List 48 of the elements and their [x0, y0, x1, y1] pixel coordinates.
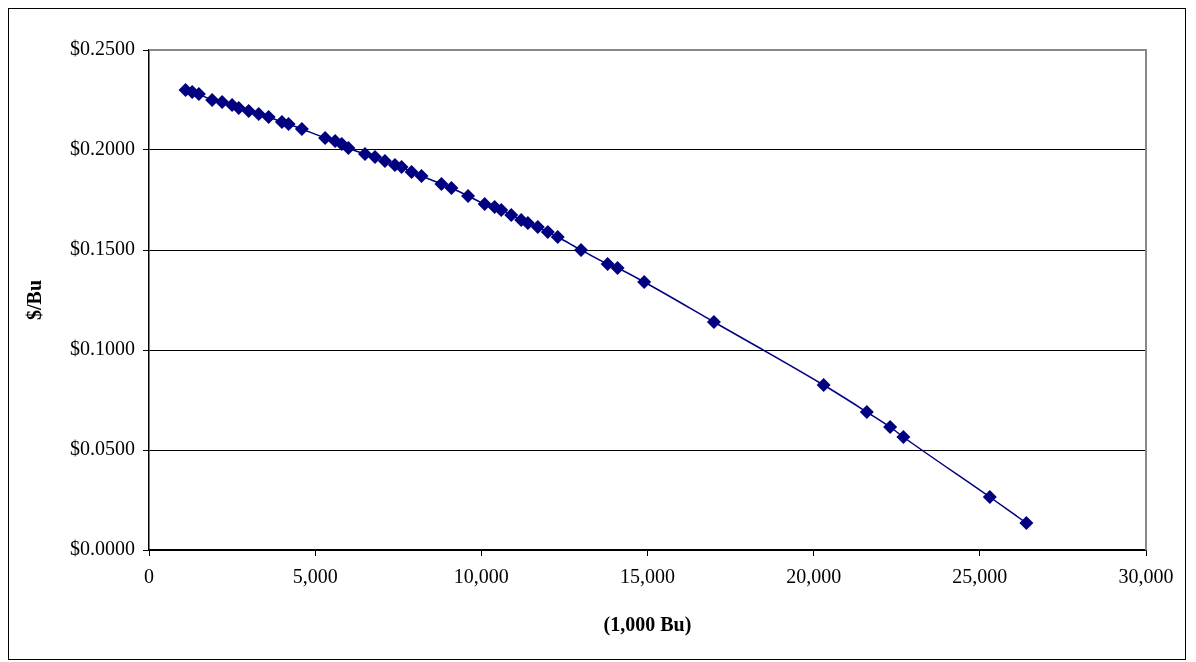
x-axis-title: (1,000 Bu) — [603, 613, 692, 637]
point — [550, 230, 565, 244]
point — [358, 147, 373, 161]
x-tick-label: 10,000 — [453, 565, 509, 588]
point — [261, 110, 276, 124]
point — [444, 181, 459, 195]
x-tick-label: 0 — [144, 565, 154, 588]
point — [859, 405, 874, 419]
y-tick-label: $0.0500 — [70, 437, 135, 460]
point — [461, 189, 476, 203]
y-axis-title: $/Bu — [23, 279, 46, 321]
point — [294, 122, 309, 136]
x-tick-label: 30,000 — [1118, 565, 1174, 588]
point — [504, 208, 519, 222]
point — [1019, 516, 1034, 530]
point — [574, 243, 589, 257]
y-tick-label: $0.1000 — [70, 337, 135, 360]
point — [982, 490, 997, 504]
point — [637, 275, 652, 289]
point — [816, 378, 831, 392]
y-tick-label: $0.2500 — [70, 37, 135, 60]
x-tick-label: 20,000 — [786, 565, 842, 588]
point — [706, 315, 721, 329]
point — [610, 261, 625, 275]
point — [477, 197, 492, 211]
point — [341, 141, 356, 155]
x-tick-label: 25,000 — [952, 565, 1008, 588]
point — [530, 220, 545, 234]
point — [377, 154, 392, 168]
point — [318, 131, 333, 145]
y-tick-label: $0.2000 — [70, 137, 135, 160]
point — [600, 257, 615, 271]
point — [251, 107, 266, 121]
point — [434, 177, 449, 191]
point — [367, 150, 382, 164]
point — [404, 165, 419, 179]
point — [205, 93, 220, 107]
x-tick-label: 5,000 — [292, 565, 338, 588]
point — [883, 420, 898, 434]
y-tick-label: $0.0000 — [70, 537, 135, 560]
point — [896, 430, 911, 444]
point — [215, 95, 230, 109]
point — [414, 169, 429, 183]
point — [540, 225, 555, 239]
y-tick-label: $0.1500 — [70, 237, 135, 260]
point — [494, 203, 509, 217]
x-tick-label: 15,000 — [620, 565, 675, 588]
point — [241, 104, 256, 118]
